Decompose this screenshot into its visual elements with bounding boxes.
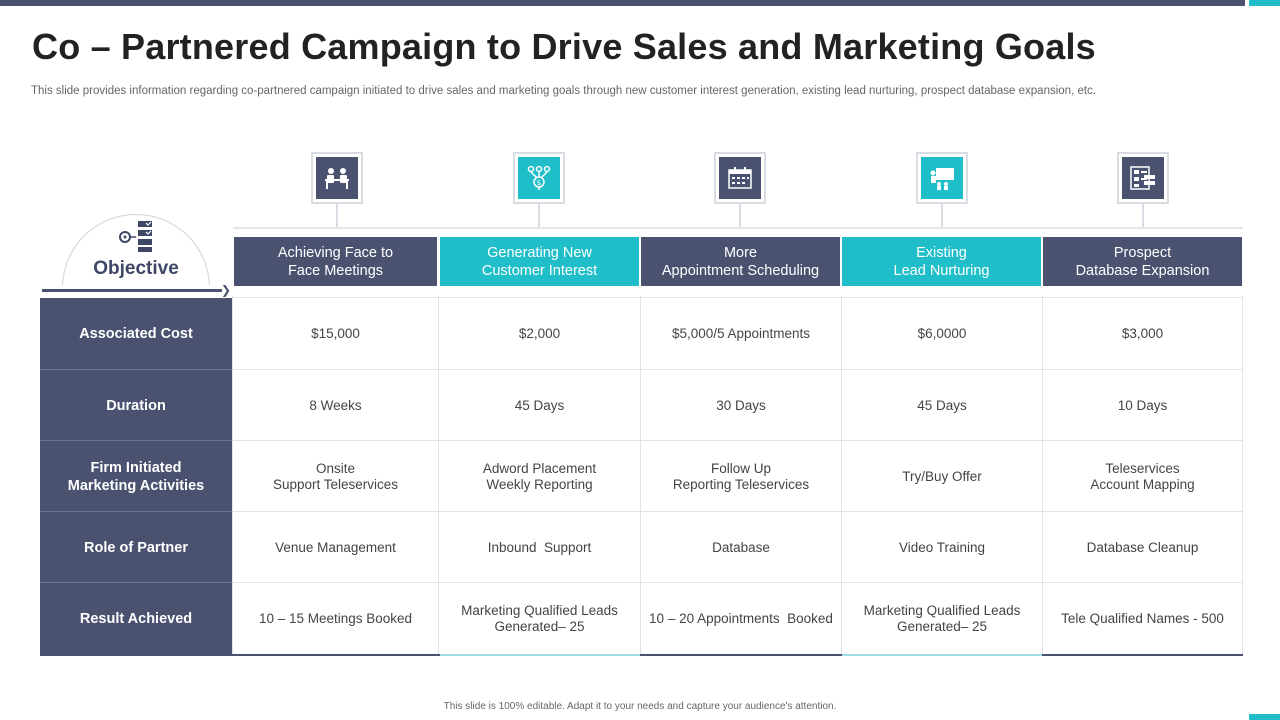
connector-line [1142,204,1144,228]
table-bottom-line [40,654,1243,656]
presentation-icon-box [916,152,968,204]
objective-label: Objective [93,258,179,279]
checklist-icon [118,219,154,258]
table-cell: 30 Days [716,397,766,413]
top-accent-bar [0,0,1245,6]
grid-line [438,296,439,654]
grid-line [232,296,233,654]
table-cell: Venue Management [275,539,396,555]
column-header-customer-interest: Generating New Customer Interest [440,237,639,286]
connector-line [941,204,943,228]
header-frame-line [233,227,1243,229]
table-cell: 10 Days [1117,397,1168,413]
table-cell: Onsite Support Teleservices [272,460,399,492]
table-cell: Video Training [898,539,986,555]
row-header-marketing-activities: Firm Initiated Marketing Activities [40,441,232,512]
meeting-icon-box [311,152,363,204]
table-cell: Database [712,539,770,555]
slide-footer: This slide is 100% editable. Adapt it to… [443,701,837,712]
connector-line [739,204,741,228]
row-separator [40,582,232,583]
table-cell: 45 Days [514,397,565,413]
database-icon-box [1117,152,1169,204]
table-cell: 8 Weeks [309,397,362,413]
table-cell: $6,0000 [917,325,967,341]
objective-underline [42,289,222,292]
network-icon-box: $ [513,152,565,204]
table-cell: Try/Buy Offer [902,468,982,484]
presentation-icon [921,157,963,199]
row-separator [40,511,232,512]
grid-line [1042,296,1043,654]
table-cell: 45 Days [917,397,967,413]
top-accent-corner [1249,0,1280,6]
row-header-result-achieved: Result Achieved [40,583,232,654]
grid-line [640,296,641,654]
connector-line [538,204,540,228]
column-header-appointment-scheduling: More Appointment Scheduling [641,237,840,286]
calendar-icon-box [714,152,766,204]
table-cell: Inbound Support [487,539,592,555]
column-header-face-meetings: Achieving Face to Face Meetings [234,237,437,286]
chevron-right-icon: ❯ [221,283,232,297]
grid-line [233,297,1243,298]
bottom-accent-corner [1249,714,1280,720]
network-icon: $ [518,157,560,199]
table-cell: Tele Qualified Names - 500 [1061,610,1224,626]
database-icon [1122,157,1164,199]
table-cell: $2,000 [518,325,561,341]
table-cell: Adword Placement Weekly Reporting [482,460,597,492]
row-separator [40,369,232,370]
grid-line [233,369,1243,370]
row-header-duration: Duration [40,370,232,441]
calendar-icon [719,157,761,199]
table-cell: 10 – 20 Appointments Booked [649,610,833,626]
grid-line [233,511,1243,512]
table-cell: Teleservices Account Mapping [1090,460,1195,492]
column-header-database-expansion: Prospect Database Expansion [1043,237,1242,286]
table-cell: $3,000 [1121,325,1164,341]
table-cell: Marketing Qualified Leads Generated– 25 [461,602,618,634]
grid-line [841,296,842,654]
table-cell: $5,000/5 Appointments [671,325,811,341]
row-header-associated-cost: Associated Cost [40,298,232,369]
meeting-icon [316,157,358,199]
table-bottom-accent [440,654,640,656]
column-header-lead-nurturing: Existing Lead Nurturing [842,237,1041,286]
connector-line [336,204,338,228]
grid-line [1242,296,1243,654]
table-bottom-accent [842,654,1042,656]
table-cell: Marketing Qualified Leads Generated– 25 [863,602,1021,634]
grid-line [233,440,1243,441]
table-cell: 10 – 15 Meetings Booked [258,610,413,626]
table-cell: $15,000 [311,325,360,341]
row-separator [40,440,232,441]
svg-text:$: $ [537,179,541,187]
grid-line [233,582,1243,583]
slide-subtitle: This slide provides information regardin… [31,85,1096,97]
slide-title: Co – Partnered Campaign to Drive Sales a… [32,26,1096,67]
table-cell: Database Cleanup [1086,539,1199,555]
table-cell: Follow Up Reporting Teleservices [672,460,810,492]
row-header-role-of-partner: Role of Partner [40,512,232,583]
